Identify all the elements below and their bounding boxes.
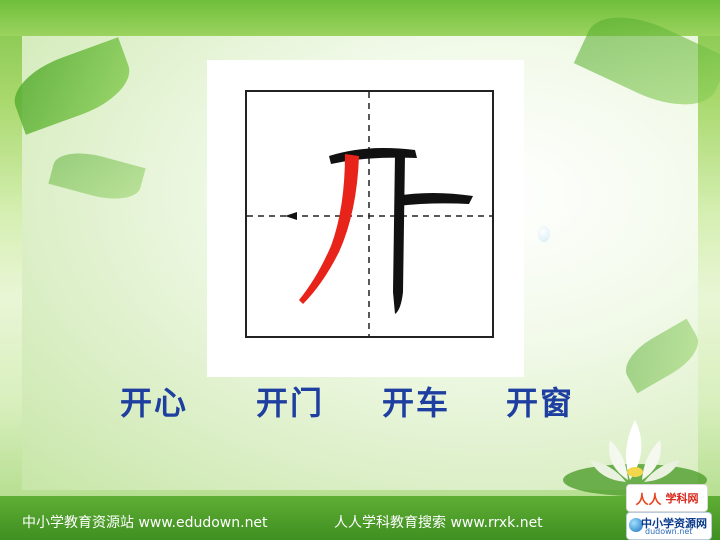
xueke-logo-text: 学科网 xyxy=(665,492,699,505)
tianzige-grid xyxy=(245,90,494,338)
leaf-decoration xyxy=(617,318,707,394)
stroke-left-falling-highlight xyxy=(299,154,359,304)
character-drawing xyxy=(247,92,492,336)
zxxzy-logo-url: dudown.net xyxy=(645,527,693,536)
lotus-flower-decoration xyxy=(563,420,707,496)
word-item: 开心 xyxy=(120,384,189,422)
water-drop-decoration xyxy=(538,226,550,242)
stroke-horizontal-middle xyxy=(395,193,473,206)
zxxzy-logo-title: 中小学资源网 xyxy=(641,517,707,530)
footer-right-text[interactable]: 人人学科教育搜索 www.rrxk.net xyxy=(334,515,543,531)
word-item: 开车 xyxy=(382,384,451,422)
stroke-dot-fragment xyxy=(285,212,297,220)
word-list: 开心 开门 开车 开窗 xyxy=(120,378,600,422)
xueke-logo[interactable]: 人人 学科网 xyxy=(626,484,708,512)
zxxzy-logo[interactable]: 中小学资源网 dudown.net xyxy=(626,512,712,540)
word-item: 开门 xyxy=(256,384,325,422)
stroke-vertical xyxy=(393,154,405,314)
character-card xyxy=(207,60,524,377)
word-item: 开窗 xyxy=(506,384,575,422)
leaf-decoration xyxy=(48,145,146,207)
footer-bar: 中小学教育资源站 www.edudown.net 人人学科教育搜索 www.rr… xyxy=(0,496,720,540)
globe-icon xyxy=(629,518,643,532)
footer-left-text[interactable]: 中小学教育资源站 www.edudown.net xyxy=(22,515,268,531)
leaf-decoration xyxy=(5,37,139,135)
xueke-logo-mark: 人人 xyxy=(635,492,662,508)
